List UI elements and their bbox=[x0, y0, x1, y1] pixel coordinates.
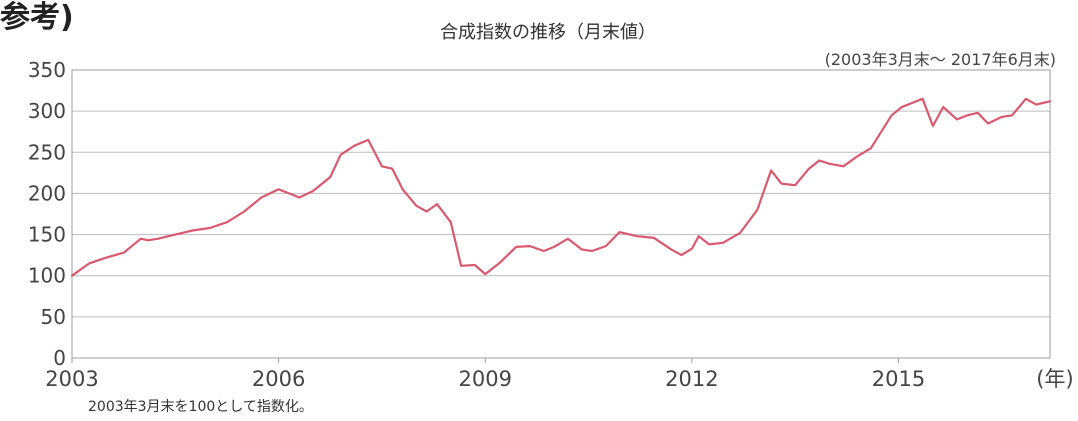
chart-range: (2003年3月末〜 2017年6月末) bbox=[824, 50, 1056, 69]
y-tick-label: 350 bbox=[28, 58, 66, 82]
y-tick-label: 50 bbox=[41, 305, 66, 329]
x-axis-label: (年) bbox=[1036, 367, 1073, 391]
y-tick-label: 250 bbox=[28, 140, 66, 164]
x-tick-label: 2003 bbox=[45, 367, 98, 391]
y-axis-ticks: 0 50 100 150 200 250 300 350 bbox=[28, 58, 66, 370]
x-axis-ticks: 2003 2006 2009 2012 2015 (年) bbox=[45, 358, 1074, 391]
y-tick-label: 100 bbox=[28, 264, 66, 288]
x-tick-label: 2015 bbox=[872, 367, 925, 391]
footnote: 2003年3月末を100として指数化。 bbox=[88, 399, 313, 415]
series-line-0 bbox=[70, 97, 1052, 277]
plot-border bbox=[71, 69, 1051, 359]
x-tick-label: 2006 bbox=[252, 367, 305, 391]
chart-title: 合成指数の推移（月末値） bbox=[440, 22, 656, 43]
x-tick-label: 2012 bbox=[665, 367, 718, 391]
x-tick-label: 2009 bbox=[459, 367, 512, 391]
plot-series bbox=[70, 97, 1052, 277]
y-tick-label: 0 bbox=[53, 346, 66, 370]
corner-label: 参考) bbox=[0, 0, 74, 35]
y-tick-label: 200 bbox=[28, 181, 66, 205]
grid-lines bbox=[71, 69, 1051, 359]
y-tick-label: 150 bbox=[28, 223, 66, 247]
y-tick-label: 300 bbox=[28, 99, 66, 123]
